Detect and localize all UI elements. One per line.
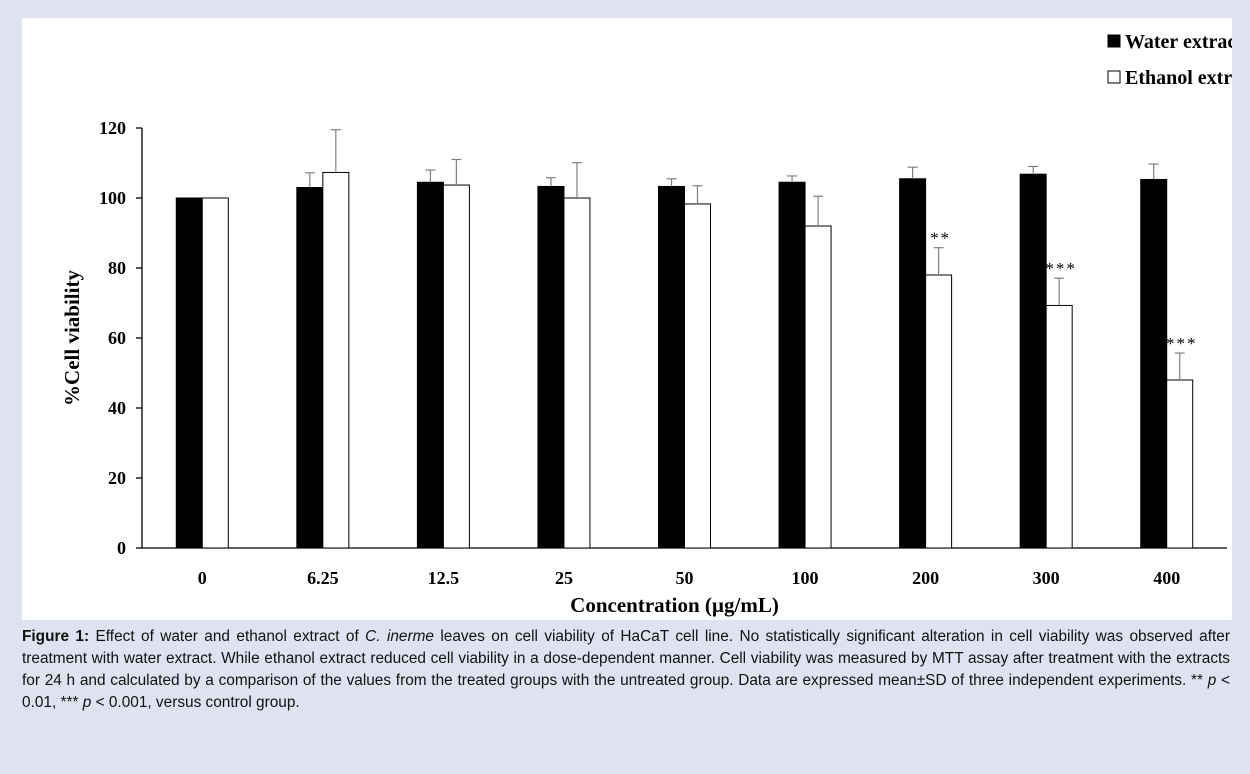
legend-label-water: Water extract xyxy=(1125,31,1232,53)
bar-water-extract xyxy=(658,185,685,549)
bar-water-extract xyxy=(1019,173,1047,549)
y-tick-label: 0 xyxy=(117,538,126,558)
bar-ethanol-extract xyxy=(563,197,591,549)
bar-ethanol-extract xyxy=(925,274,953,549)
bar-water-extract xyxy=(416,181,444,549)
caption-species: C. inerme xyxy=(365,628,434,645)
y-tick-label: 80 xyxy=(108,258,126,278)
bar-water-extract xyxy=(175,197,203,549)
caption-p-symbol-2: p xyxy=(82,694,92,711)
bar-water-extract xyxy=(1140,178,1168,549)
y-tick-label: 20 xyxy=(108,468,126,488)
x-tick-label: 400 xyxy=(1153,568,1180,588)
x-tick-label: 0 xyxy=(198,568,207,588)
bar-water-extract xyxy=(778,181,806,549)
bar-ethanol-extract xyxy=(684,203,711,549)
significance-marker: ** xyxy=(930,229,951,248)
y-axis-title: %Cell viability xyxy=(60,270,84,406)
caption-text-4: < 0.001, versus control group. xyxy=(91,694,300,711)
y-tick-label: 100 xyxy=(99,188,126,208)
x-tick-label: 12.5 xyxy=(428,568,460,588)
caption-label: Figure 1: xyxy=(22,628,90,645)
bar-ethanol-extract xyxy=(1166,379,1194,549)
bar-water-extract xyxy=(537,185,565,549)
caption-text-3: < 0.01, *** xyxy=(22,672,1230,711)
figure-caption: Figure 1: Effect of water and ethanol ex… xyxy=(22,626,1230,714)
chart-area: 0 20 40 60 80 100 120 %Cell viability Concentrat… xyxy=(22,18,1232,620)
caption-text-1: Effect of water and ethanol extract of xyxy=(89,628,366,645)
y-tick-label: 60 xyxy=(108,328,126,348)
bar-water-extract xyxy=(296,187,324,549)
x-tick-label: 300 xyxy=(1033,568,1060,588)
x-tick-label: 200 xyxy=(912,568,939,588)
y-tick-label: 120 xyxy=(99,118,126,138)
bar-ethanol-extract xyxy=(804,225,832,549)
bar-ethanol-extract xyxy=(201,197,229,549)
bar-ethanol-extract xyxy=(442,184,470,549)
bar-ethanol-extract xyxy=(322,171,350,549)
x-tick-label: 50 xyxy=(676,568,694,588)
legend-swatch-water xyxy=(1107,34,1121,48)
y-tick-label: 40 xyxy=(108,398,126,418)
caption-text-2: leaves on cell viability of HaCaT cell l… xyxy=(22,628,1230,689)
legend-label-ethanol: Ethanol extract xyxy=(1125,67,1232,89)
bar-water-extract xyxy=(899,178,927,549)
significance-marker: *** xyxy=(1166,334,1198,353)
x-tick-label: 100 xyxy=(792,568,819,588)
caption-p-symbol-1: p xyxy=(1207,672,1217,689)
bar-ethanol-extract xyxy=(1045,304,1073,549)
bar-chart: 0 20 40 60 80 100 120 %Cell viability Concentrat… xyxy=(60,31,1232,617)
significance-marker: *** xyxy=(1045,259,1077,278)
x-axis-title: Concentration (µg/mL) xyxy=(570,593,779,617)
legend-swatch-ethanol xyxy=(1107,70,1121,84)
x-tick-label: 25 xyxy=(555,568,573,588)
x-tick-label: 6.25 xyxy=(307,568,339,588)
